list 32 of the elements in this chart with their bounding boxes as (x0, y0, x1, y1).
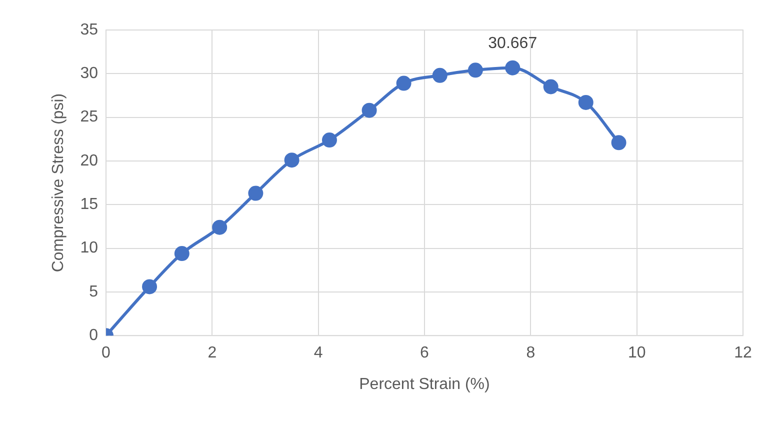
y-axis-title: Compressive Stress (psi) (50, 93, 68, 272)
x-tick-label: 12 (734, 344, 752, 362)
point (432, 68, 448, 83)
point (362, 102, 377, 118)
y-tick-label: 0 (89, 327, 98, 344)
point (543, 79, 558, 94)
point (212, 220, 228, 235)
point (396, 76, 412, 91)
y-tick-label: 35 (80, 21, 98, 38)
y-tick-label: 30 (80, 65, 98, 82)
point (468, 62, 483, 78)
point (505, 60, 520, 76)
y-tick-label: 20 (80, 152, 98, 170)
x-tick-label: 8 (526, 344, 536, 362)
y-tick-label: 10 (80, 240, 98, 257)
y-tick-label: 15 (80, 196, 98, 214)
point (578, 94, 594, 110)
point (142, 279, 158, 294)
y-tick-label: 5 (89, 283, 98, 300)
x-tick-label: 6 (420, 344, 430, 362)
point (248, 186, 264, 201)
x-axis-title: Percent Strain (%) (359, 376, 490, 393)
point (611, 135, 626, 150)
x-tick-label: 10 (628, 344, 646, 362)
x-tick-label: 2 (208, 344, 217, 362)
y-tick-label: 25 (80, 108, 98, 126)
point (322, 132, 337, 148)
x-tick-label: 0 (102, 344, 111, 362)
x-tick-label: 4 (314, 344, 323, 362)
annotation: 30.667 (488, 35, 538, 52)
point (174, 246, 190, 262)
point (284, 152, 300, 168)
